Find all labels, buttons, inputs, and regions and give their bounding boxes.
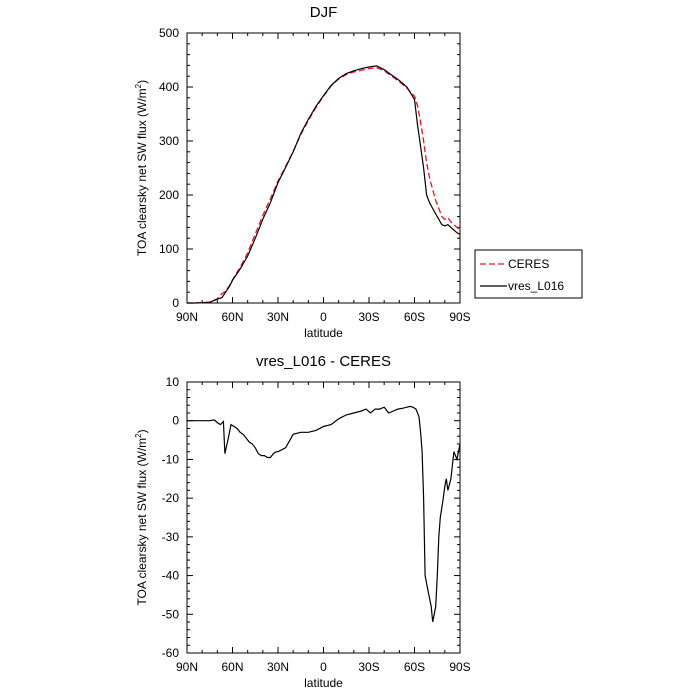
y-tick-label: 0 — [172, 296, 179, 310]
x-tick-label: 0 — [320, 660, 327, 674]
x-tick-label: 30N — [267, 660, 289, 674]
y-tick-label: 300 — [159, 134, 179, 148]
series-line-difference — [187, 405, 461, 623]
x-axis-label: latitude — [304, 326, 343, 340]
y-tick-label: 400 — [159, 80, 179, 94]
series-line-ceres — [187, 66, 461, 304]
plot-frame — [186, 32, 461, 304]
y-tick-label: -40 — [162, 569, 180, 583]
y-tick-label: -20 — [162, 491, 180, 505]
y-axis-label: TOA clearsky net SW flux (W/m2) — [134, 429, 149, 605]
legend-label: CERES — [508, 257, 549, 271]
x-axis-label: latitude — [304, 676, 343, 690]
x-tick-label: 60S — [404, 310, 425, 324]
y-tick-label: -30 — [162, 530, 180, 544]
x-tick-label: 30S — [358, 310, 379, 324]
chart-panel-1: DJF 90N 60N 30N 0 30S 60S 90S 0 100 200 300 400 500 la… — [134, 4, 583, 340]
x-tick-label: 90S — [449, 310, 470, 324]
y-tick-label: -50 — [162, 607, 180, 621]
series-line-vres-l016 — [187, 65, 461, 304]
legend: CERES vres_L016 — [474, 249, 583, 299]
y-tick-label: 200 — [159, 188, 179, 202]
y-tick-label: 500 — [159, 26, 179, 40]
y-tick-label: 0 — [172, 414, 179, 428]
y-tick-label: -60 — [162, 646, 180, 660]
x-tick-label: 0 — [320, 310, 327, 324]
y-tick-label: -10 — [162, 452, 180, 466]
x-tick-label: 60N — [221, 660, 243, 674]
legend-box — [474, 249, 583, 299]
y-tick-label: 100 — [159, 242, 179, 256]
x-tick-label: 30N — [267, 310, 289, 324]
x-tick-label: 90N — [176, 310, 198, 324]
y-tick-label: 10 — [166, 375, 180, 389]
x-tick-label: 60S — [404, 660, 425, 674]
x-tick-label: 90N — [176, 660, 198, 674]
legend-label: vres_L016 — [508, 279, 564, 293]
chart-title: vres_L016 - CERES — [256, 353, 391, 370]
x-tick-label: 90S — [449, 660, 470, 674]
x-tick-label: 30S — [358, 660, 379, 674]
chart-title: DJF — [310, 4, 338, 21]
y-axis-label: TOA clearsky net SW flux (W/m2) — [134, 80, 149, 256]
x-tick-label: 60N — [221, 310, 243, 324]
chart-panel-2: vres_L016 - CERES 90N 60N 30N 0 30S 60S 90S 10 0 -… — [134, 353, 471, 690]
